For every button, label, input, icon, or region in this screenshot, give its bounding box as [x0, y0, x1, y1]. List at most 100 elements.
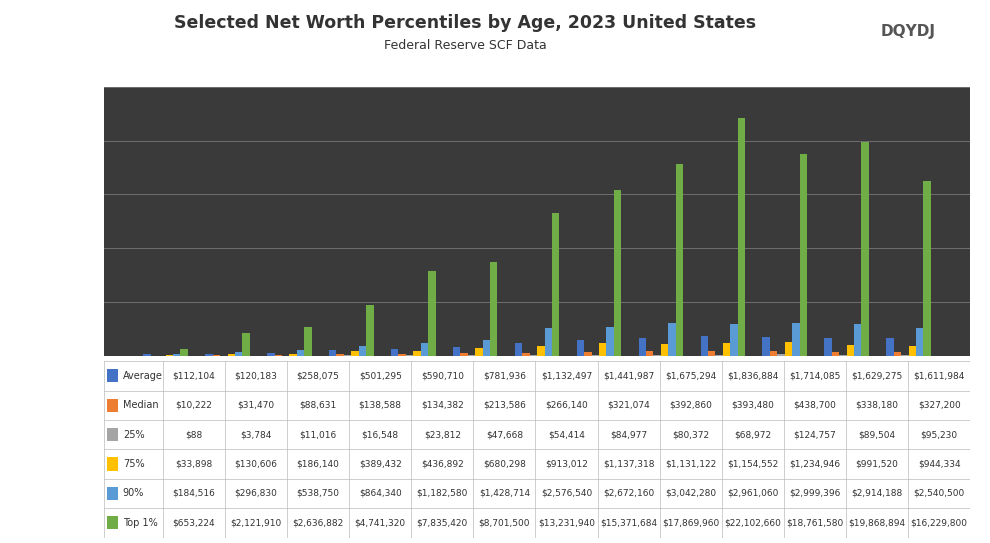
- Bar: [661, 344, 668, 356]
- Text: $501,295: $501,295: [358, 371, 402, 380]
- Bar: [475, 349, 482, 356]
- Text: Average: Average: [123, 371, 162, 381]
- Text: $913,012: $913,012: [545, 459, 588, 469]
- Bar: [646, 351, 653, 356]
- Text: $213,586: $213,586: [483, 401, 526, 410]
- Text: $258,075: $258,075: [297, 371, 340, 380]
- Bar: [846, 345, 854, 356]
- Text: $1,154,552: $1,154,552: [728, 459, 778, 469]
- Text: $130,606: $130,606: [235, 459, 277, 469]
- Text: $944,334: $944,334: [918, 459, 960, 469]
- Text: $781,936: $781,936: [483, 371, 526, 380]
- Text: $296,830: $296,830: [235, 489, 277, 498]
- Bar: [792, 324, 800, 356]
- Bar: [800, 154, 807, 356]
- Bar: [840, 355, 846, 356]
- Text: $120,183: $120,183: [235, 371, 277, 380]
- Text: $1,836,884: $1,836,884: [727, 371, 778, 380]
- Text: $138,588: $138,588: [358, 401, 402, 410]
- Bar: [639, 338, 646, 356]
- Bar: [398, 354, 406, 356]
- Text: $88,631: $88,631: [300, 401, 337, 410]
- Text: $2,672,160: $2,672,160: [603, 489, 654, 498]
- Bar: [421, 343, 428, 356]
- Bar: [770, 351, 777, 356]
- Bar: [716, 355, 723, 356]
- Bar: [825, 338, 832, 356]
- Text: $23,812: $23,812: [424, 430, 460, 439]
- Bar: [701, 336, 708, 356]
- Text: Top 1%: Top 1%: [123, 518, 157, 528]
- Text: $47,668: $47,668: [486, 430, 523, 439]
- Text: 75%: 75%: [123, 459, 145, 469]
- Bar: [901, 355, 909, 356]
- Text: 90%: 90%: [123, 489, 145, 498]
- Text: $1,675,294: $1,675,294: [665, 371, 717, 380]
- Text: $2,914,188: $2,914,188: [851, 489, 903, 498]
- Text: $124,757: $124,757: [794, 430, 837, 439]
- Bar: [861, 142, 869, 356]
- Bar: [592, 355, 599, 356]
- Text: $389,432: $389,432: [358, 459, 402, 469]
- Text: $33,898: $33,898: [175, 459, 213, 469]
- Text: Selected Net Worth Percentiles by Age, 2023 United States: Selected Net Worth Percentiles by Age, 2…: [174, 14, 756, 31]
- Text: $392,860: $392,860: [669, 401, 712, 410]
- Bar: [607, 327, 614, 356]
- Text: $31,470: $31,470: [238, 401, 274, 410]
- Text: Median: Median: [123, 400, 158, 410]
- Text: $8,701,500: $8,701,500: [479, 519, 531, 527]
- Bar: [391, 349, 398, 356]
- Bar: [916, 329, 924, 356]
- Bar: [228, 354, 235, 356]
- Text: $2,540,500: $2,540,500: [914, 489, 965, 498]
- Text: $864,340: $864,340: [358, 489, 402, 498]
- Text: $17,869,960: $17,869,960: [662, 519, 720, 527]
- Bar: [452, 348, 460, 356]
- Bar: [351, 351, 358, 356]
- Bar: [894, 352, 901, 356]
- Bar: [108, 428, 118, 441]
- Text: $16,229,800: $16,229,800: [911, 519, 967, 527]
- Text: $13,231,940: $13,231,940: [538, 519, 595, 527]
- Bar: [243, 333, 249, 356]
- Bar: [337, 354, 344, 356]
- Bar: [482, 340, 490, 356]
- Bar: [614, 191, 622, 356]
- Bar: [180, 349, 188, 356]
- Bar: [460, 353, 467, 356]
- Bar: [522, 353, 530, 356]
- Bar: [297, 350, 304, 356]
- Text: $1,234,946: $1,234,946: [789, 459, 841, 469]
- Bar: [205, 355, 213, 356]
- Text: $7,835,420: $7,835,420: [417, 519, 468, 527]
- Bar: [577, 340, 584, 356]
- Bar: [924, 181, 931, 356]
- Text: $184,516: $184,516: [172, 489, 216, 498]
- Text: $2,636,882: $2,636,882: [292, 519, 344, 527]
- Text: Federal Reserve SCF Data: Federal Reserve SCF Data: [384, 39, 546, 52]
- Bar: [544, 328, 552, 356]
- Text: $327,200: $327,200: [918, 401, 960, 410]
- Bar: [329, 350, 337, 356]
- Bar: [108, 487, 118, 500]
- Bar: [274, 355, 282, 356]
- Bar: [304, 327, 312, 356]
- Bar: [515, 344, 522, 356]
- Text: $393,480: $393,480: [732, 401, 774, 410]
- Bar: [289, 353, 297, 356]
- Bar: [777, 355, 785, 356]
- Text: $2,999,396: $2,999,396: [789, 489, 841, 498]
- Text: $88: $88: [185, 430, 203, 439]
- Text: $3,784: $3,784: [241, 430, 271, 439]
- Bar: [832, 352, 840, 356]
- Text: $991,520: $991,520: [855, 459, 899, 469]
- Bar: [886, 338, 894, 356]
- Bar: [676, 163, 683, 356]
- Bar: [366, 305, 373, 356]
- Bar: [428, 272, 436, 356]
- Bar: [708, 351, 716, 356]
- Text: $19,868,894: $19,868,894: [848, 519, 906, 527]
- Text: 25%: 25%: [123, 430, 145, 440]
- Bar: [144, 355, 150, 356]
- Text: $16,548: $16,548: [361, 430, 399, 439]
